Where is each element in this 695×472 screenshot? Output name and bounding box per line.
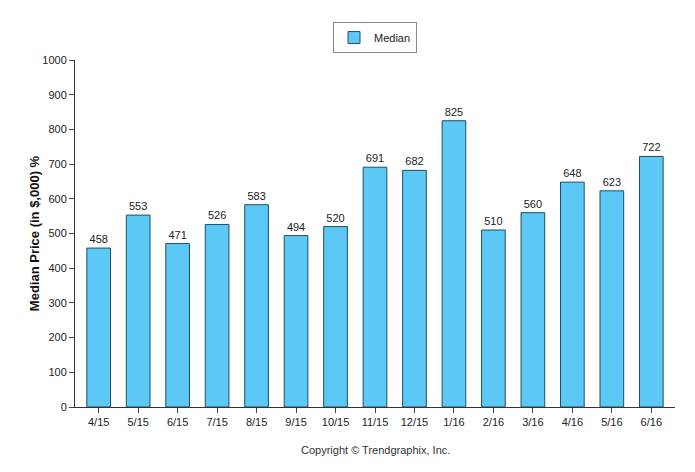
svg-text:6/16: 6/16 [641, 416, 662, 428]
svg-text:494: 494 [287, 221, 305, 233]
svg-text:300: 300 [48, 297, 66, 309]
svg-text:4/15: 4/15 [88, 416, 109, 428]
svg-text:1000: 1000 [42, 54, 66, 66]
svg-text:200: 200 [48, 331, 66, 343]
svg-text:682: 682 [405, 155, 423, 167]
svg-text:700: 700 [48, 158, 66, 170]
svg-text:12/15: 12/15 [401, 416, 429, 428]
svg-text:691: 691 [366, 152, 384, 164]
svg-text:800: 800 [48, 123, 66, 135]
svg-text:553: 553 [129, 200, 147, 212]
svg-text:1/16: 1/16 [443, 416, 464, 428]
svg-text:100: 100 [48, 366, 66, 378]
svg-text:5/15: 5/15 [127, 416, 148, 428]
svg-text:0: 0 [61, 401, 67, 413]
svg-text:526: 526 [208, 209, 226, 221]
svg-text:5/16: 5/16 [601, 416, 622, 428]
svg-text:9/15: 9/15 [285, 416, 306, 428]
svg-text:722: 722 [642, 141, 660, 153]
svg-text:4/16: 4/16 [562, 416, 583, 428]
svg-text:3/16: 3/16 [522, 416, 543, 428]
svg-text:560: 560 [524, 198, 542, 210]
svg-text:900: 900 [48, 89, 66, 101]
svg-text:Median: Median [374, 32, 410, 44]
svg-text:Median Price (in $,000) %: Median Price (in $,000) % [27, 155, 42, 311]
svg-text:471: 471 [168, 229, 186, 241]
svg-text:6/15: 6/15 [167, 416, 188, 428]
svg-text:Copyright © Trendgraphix, Inc.: Copyright © Trendgraphix, Inc. [301, 444, 450, 456]
svg-text:520: 520 [326, 212, 344, 224]
svg-text:2/16: 2/16 [483, 416, 504, 428]
svg-text:458: 458 [90, 233, 108, 245]
svg-text:825: 825 [445, 106, 463, 118]
svg-text:11/15: 11/15 [362, 416, 389, 428]
svg-text:623: 623 [603, 176, 621, 188]
svg-text:583: 583 [247, 190, 265, 202]
svg-text:600: 600 [48, 193, 66, 205]
svg-text:10/15: 10/15 [322, 416, 350, 428]
svg-text:7/15: 7/15 [206, 416, 227, 428]
svg-text:510: 510 [484, 215, 502, 227]
svg-text:500: 500 [48, 227, 66, 239]
svg-text:400: 400 [48, 262, 66, 274]
svg-text:8/15: 8/15 [246, 416, 267, 428]
svg-text:648: 648 [563, 167, 581, 179]
